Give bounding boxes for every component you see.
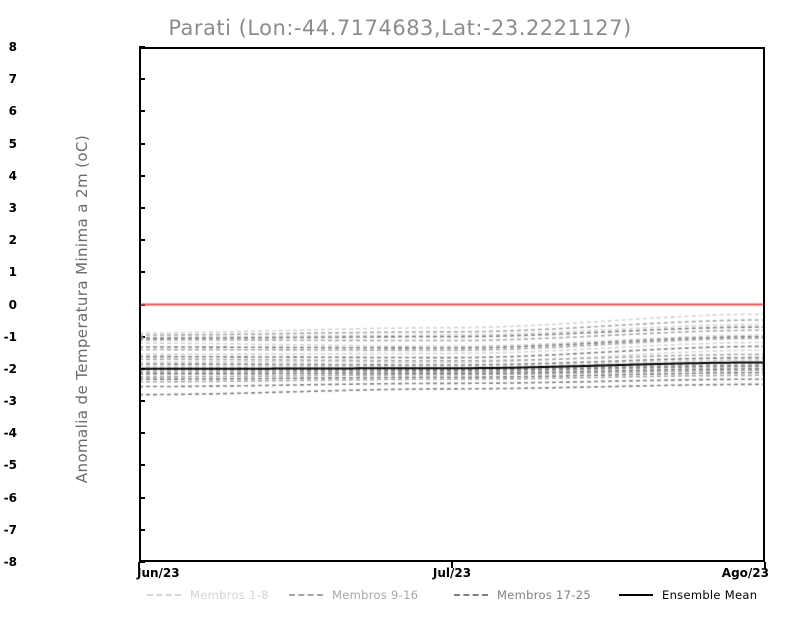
plot-area — [139, 47, 765, 562]
y-tick-label: -7 — [3, 522, 17, 537]
legend-item[interactable]: Membros 1-8 — [147, 586, 269, 604]
x-tick-label: Jul/23 — [432, 566, 472, 580]
chart-title: Parati (Lon:-44.7174683,Lat:-23.2221127) — [168, 16, 632, 40]
legend-label: Membros 17-25 — [497, 588, 591, 602]
y-tick-label: 6 — [8, 104, 17, 119]
y-tick-label: -6 — [3, 490, 17, 505]
y-tick-label: 4 — [8, 168, 17, 183]
y-tick-label: -2 — [3, 361, 17, 376]
legend-label: Ensemble Mean — [662, 588, 758, 602]
y-tick-label: 2 — [8, 233, 17, 248]
y-tick-label: 8 — [8, 40, 17, 54]
x-tick-mark — [451, 562, 453, 568]
legend-swatch-icon — [289, 594, 323, 596]
y-tick-label: 5 — [8, 136, 17, 151]
x-tick-mark — [138, 562, 140, 568]
legend-swatch-icon — [619, 594, 653, 596]
legend-label: Membros 1-8 — [190, 588, 269, 602]
y-tick-label: 7 — [8, 72, 17, 87]
y-tick-label: 0 — [8, 297, 17, 312]
y-tick-label: 3 — [8, 200, 17, 215]
plot-frame — [139, 47, 765, 562]
chart-legend: Membros 1-8 Membros 9-16 Membros 17-25 Ense… — [139, 586, 765, 606]
y-tick-label: -8 — [3, 555, 17, 569]
y-tick-label: -5 — [3, 458, 17, 473]
y-tick-mark — [139, 561, 145, 563]
x-tick-label: Ago/23 — [721, 566, 769, 580]
y-tick-label: -3 — [3, 394, 17, 409]
y-tick-label: -1 — [3, 329, 17, 344]
legend-swatch-icon — [147, 594, 181, 596]
legend-item[interactable]: Membros 9-16 — [289, 586, 418, 604]
y-tick-label: 1 — [8, 265, 17, 280]
x-tick-label: Jun/23 — [137, 566, 180, 580]
y-axis-label: Anomalia de Temperatura Minima a 2m (oC) — [73, 134, 91, 484]
legend-label: Membros 9-16 — [332, 588, 419, 602]
y-tick-label: -4 — [3, 426, 17, 441]
legend-item[interactable]: Ensemble Mean — [619, 586, 757, 604]
x-tick-mark — [764, 562, 766, 568]
legend-item[interactable]: Membros 17-25 — [454, 586, 591, 604]
series-canvas — [139, 47, 765, 562]
legend-swatch-icon — [454, 594, 488, 596]
